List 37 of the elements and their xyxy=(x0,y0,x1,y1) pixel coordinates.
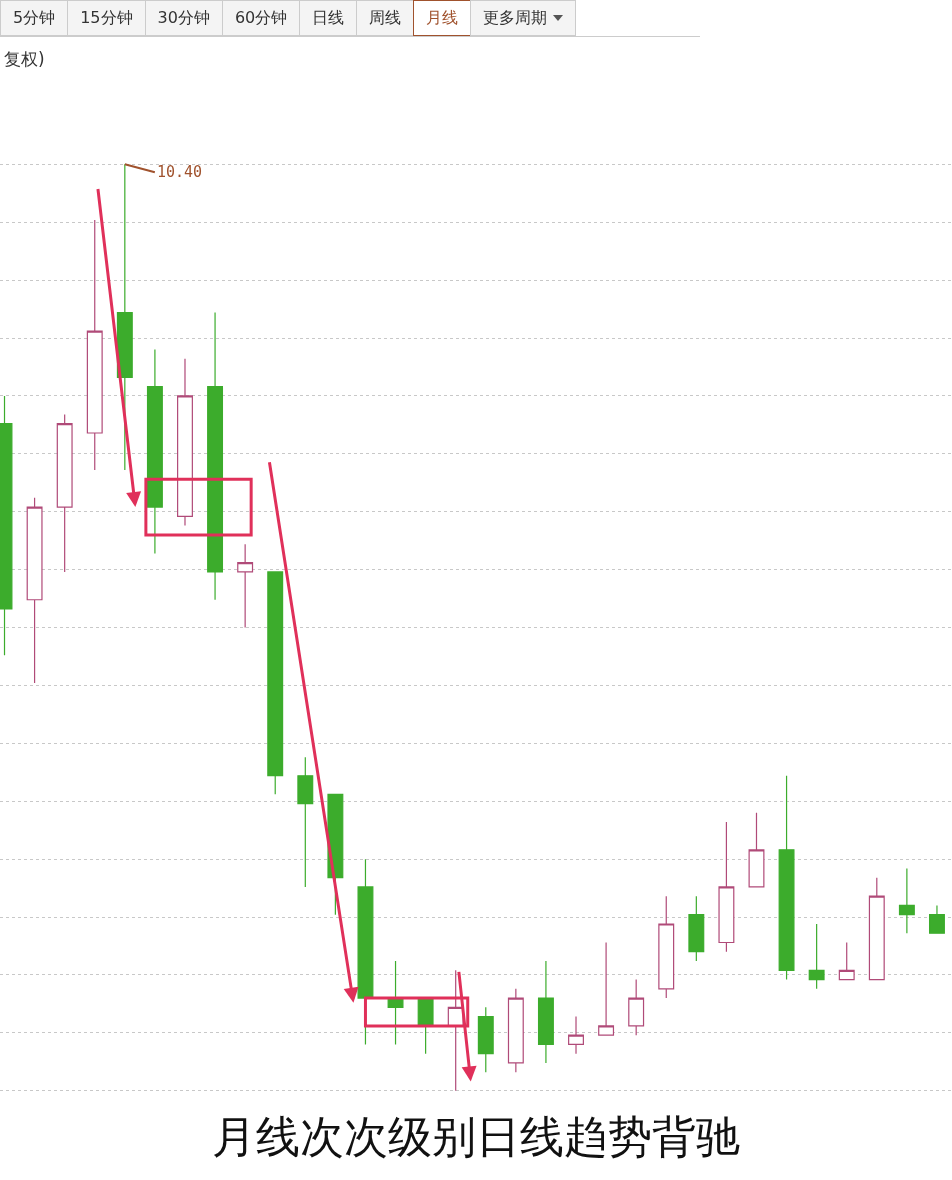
candlestick xyxy=(838,941,855,981)
candlestick xyxy=(628,978,645,1036)
candlestick xyxy=(598,941,615,1036)
candlestick xyxy=(537,960,554,1064)
text: 30分钟 xyxy=(157,7,210,29)
candlestick xyxy=(898,867,915,934)
candlestick xyxy=(868,877,885,981)
text: 日线 xyxy=(312,7,345,29)
candlestick xyxy=(297,756,314,888)
candlestick xyxy=(568,1016,584,1055)
candlestick xyxy=(778,775,795,981)
text: 5分钟 xyxy=(13,7,56,29)
candlestick xyxy=(808,923,825,990)
candlestick xyxy=(688,895,705,962)
candlestick xyxy=(207,311,224,601)
candlestick xyxy=(477,1006,494,1073)
candlestick xyxy=(177,358,193,527)
candlestick xyxy=(718,821,735,953)
candlestick xyxy=(237,543,254,629)
text: 60分钟 xyxy=(234,7,288,29)
candlestick xyxy=(86,219,103,471)
text: 周线 xyxy=(369,7,402,29)
candlestick xyxy=(56,413,73,573)
candlestick xyxy=(26,497,43,684)
candlestick xyxy=(267,571,284,795)
text: 月线 xyxy=(426,7,459,29)
candlestick xyxy=(507,988,524,1073)
candlestick xyxy=(146,349,163,555)
candlestick xyxy=(658,895,675,999)
candlestick xyxy=(928,904,945,934)
text: 15分钟 xyxy=(80,7,133,29)
text: 复权) xyxy=(4,48,45,71)
annotation: 10.40 xyxy=(157,163,203,181)
text: 月线次次级别日线趋势背驰 xyxy=(211,1110,741,1164)
candlestick xyxy=(748,812,765,888)
candlestick xyxy=(116,163,133,471)
text: 更多周期 xyxy=(483,7,548,29)
